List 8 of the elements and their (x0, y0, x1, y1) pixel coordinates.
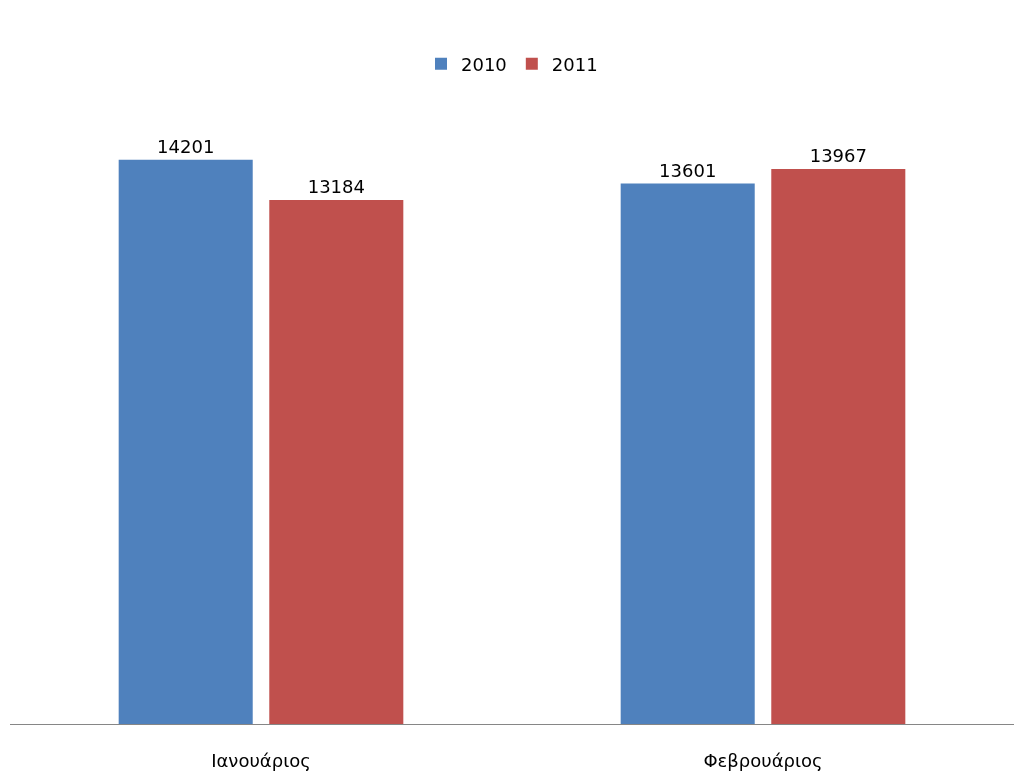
data-label: 13601 (659, 159, 717, 181)
data-label: 13184 (307, 176, 365, 198)
x-tick-label: Φεβρουάριος (703, 749, 823, 771)
data-label: 14201 (157, 135, 215, 157)
legend-label: 2011 (551, 53, 598, 75)
data-label: 13967 (809, 145, 867, 166)
legend-label: 2010 (461, 53, 507, 75)
x-tick-label: Ιανουάριος (211, 749, 311, 771)
